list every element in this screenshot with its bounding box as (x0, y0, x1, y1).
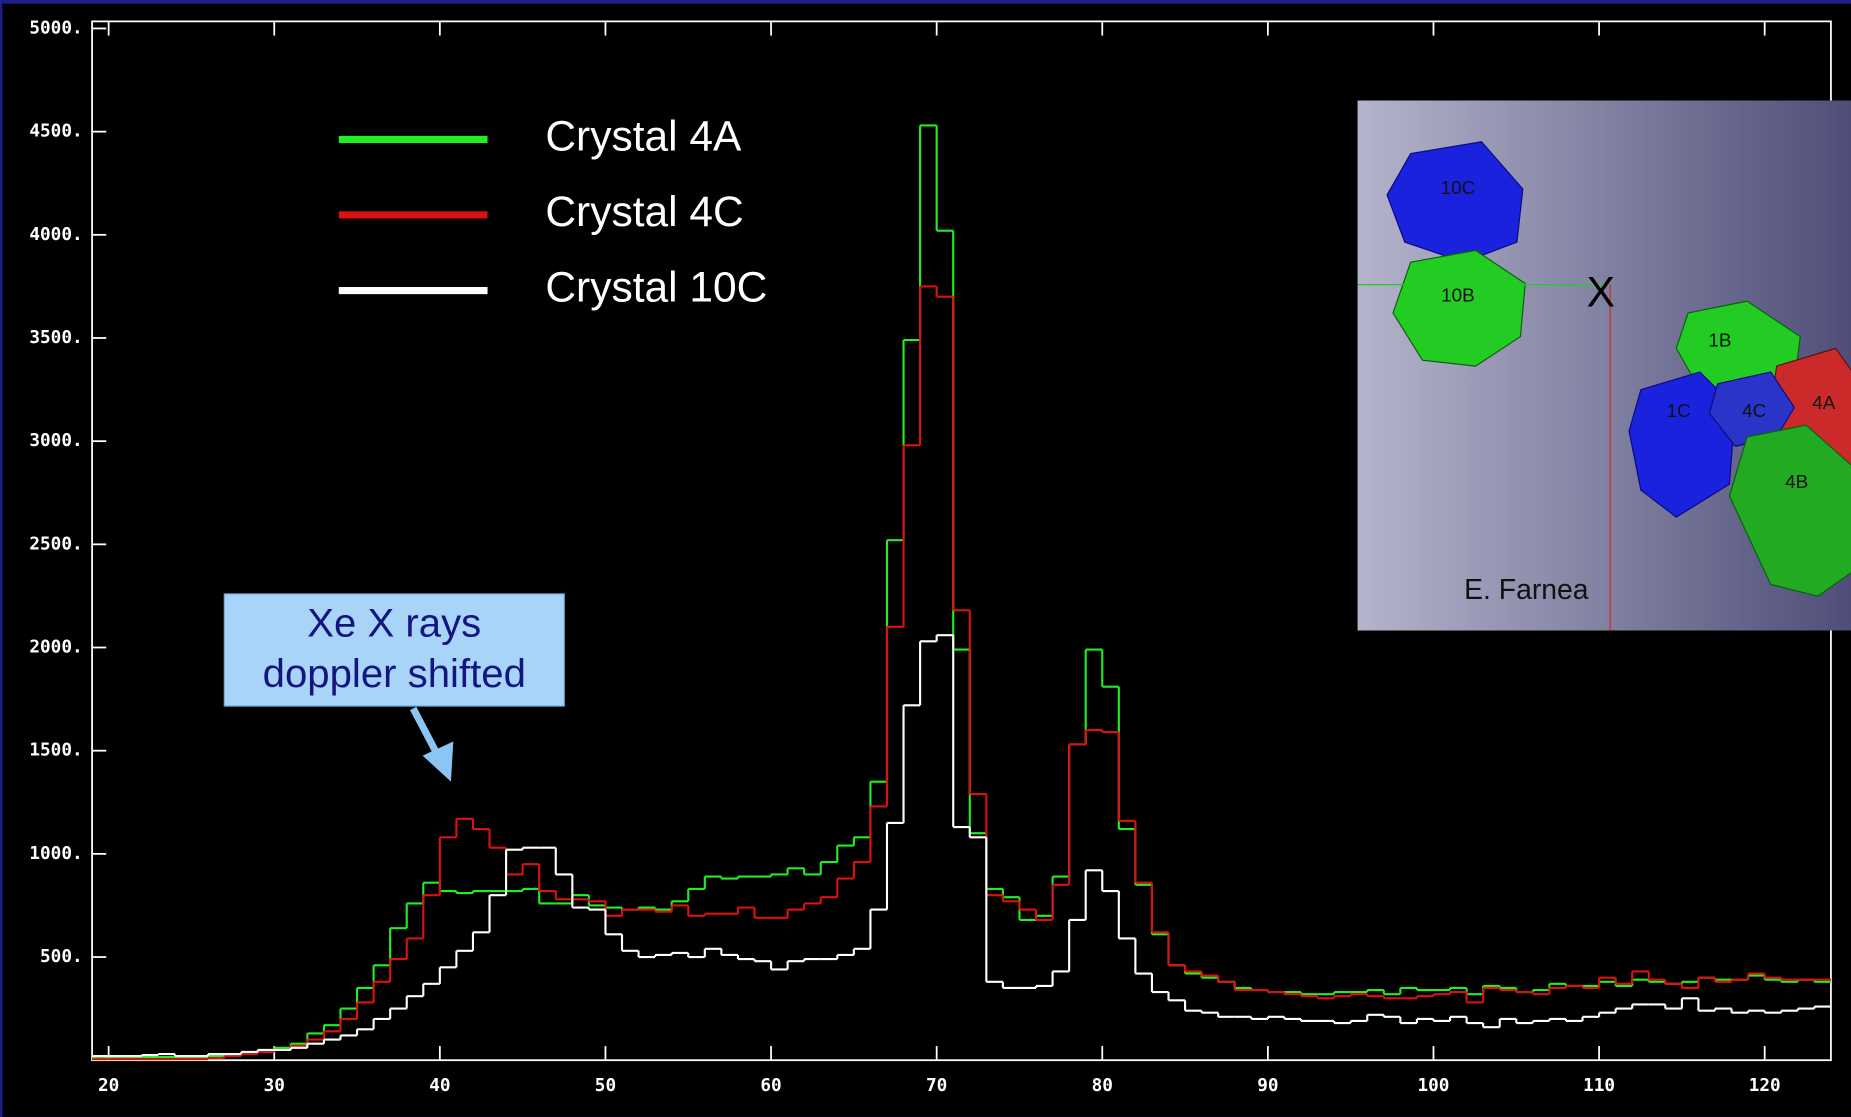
legend-label: Crystal 4C (545, 189, 743, 236)
y-tick-label: 500. (40, 947, 83, 967)
inset-label: 1C (1667, 401, 1691, 422)
inset-label: 10B (1441, 285, 1475, 306)
crystal (1386, 141, 1524, 263)
inset-label: 4C (1742, 401, 1766, 422)
crystal (1392, 249, 1526, 367)
y-tick-label: 2000. (29, 638, 82, 658)
legend-label: Crystal 4A (545, 114, 742, 161)
inset-label: X (1587, 269, 1615, 316)
crystal (1728, 424, 1851, 597)
annotation-arrowhead (422, 741, 454, 782)
x-tick-label: 30 (264, 1076, 285, 1096)
y-tick-label: 2500. (29, 534, 82, 554)
y-tick-label: 3000. (29, 431, 82, 451)
y-tick-label: 4000. (29, 225, 82, 245)
crystal (1628, 371, 1736, 518)
inset-label: 10C (1441, 178, 1476, 199)
inset: 10C 10B X 1B 1C 4C 4A 4B E. Farnea (1357, 100, 1851, 631)
x-tick-label: 110 (1583, 1076, 1615, 1096)
y-tick-label: 4500. (29, 122, 82, 142)
x-tick-label: 40 (429, 1076, 450, 1096)
annotation-text: doppler shifted (263, 651, 526, 696)
inset-label: 4A (1812, 393, 1835, 414)
series (92, 634, 1831, 1058)
x-tick-label: 60 (760, 1076, 781, 1096)
inset-label: 1B (1708, 330, 1731, 351)
x-tick-label: 80 (1092, 1076, 1113, 1096)
legend-label: Crystal 10C (545, 265, 767, 312)
x-tick-label: 100 (1418, 1076, 1450, 1096)
x-tick-label: 70 (926, 1076, 947, 1096)
y-tick-label: 1500. (29, 741, 82, 761)
x-tick-label: 50 (595, 1076, 616, 1096)
inset-labels: 10C 10B X 1B 1C 4C 4A 4B E. Farnea (1441, 178, 1836, 606)
x-tick-label: 90 (1257, 1076, 1278, 1096)
inset-label: 4B (1785, 472, 1808, 493)
y-tick-label: 1000. (29, 844, 82, 864)
annotation-box (223, 593, 565, 707)
x-tick-label: 20 (98, 1076, 119, 1096)
annotation-text: Xe X rays (307, 600, 481, 645)
inset-credit: E. Farnea (1464, 574, 1589, 606)
y-tick-label: 3500. (29, 328, 82, 348)
annotation: Xe X rays doppler shifted (223, 593, 565, 782)
annotation-arrow (410, 706, 443, 760)
plot-area: 500. 1000. 1500. 2000. 2500. 3000. 3500. 4000. 4… (29, 18, 1832, 1096)
y-tick-label: 5000. (29, 18, 82, 38)
x-tick-label: 120 (1749, 1076, 1781, 1096)
series (92, 285, 1831, 1061)
